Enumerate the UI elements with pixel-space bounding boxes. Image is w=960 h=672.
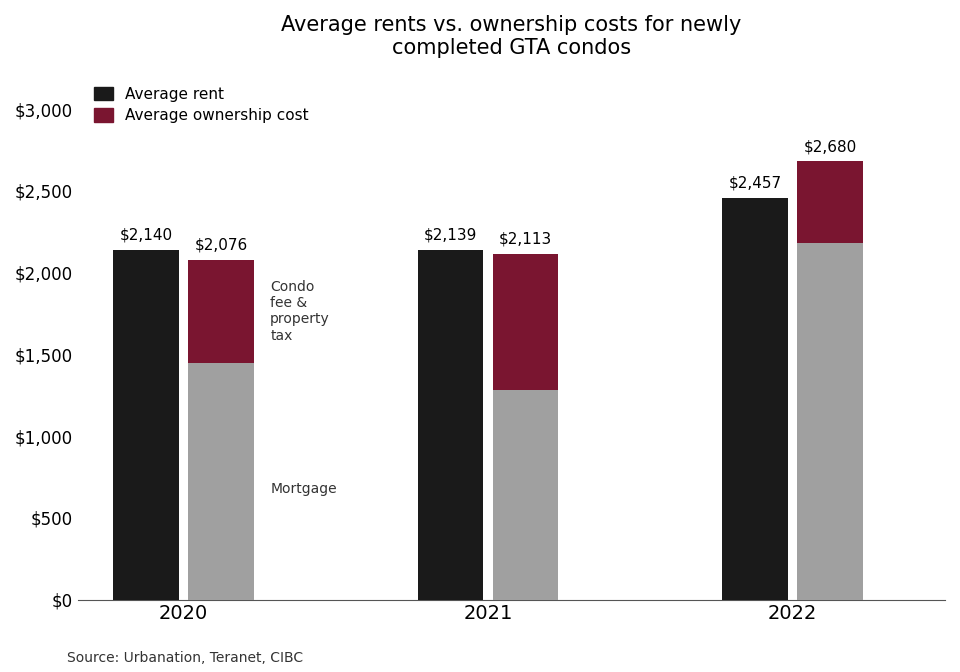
Text: Condo
fee &
property
tax: Condo fee & property tax [270,280,330,343]
Bar [113,250,179,599]
Bar [798,243,863,599]
Bar [722,198,788,599]
Bar [418,250,484,599]
Text: $2,139: $2,139 [424,228,477,243]
Text: $2,680: $2,680 [804,139,857,154]
Legend: Average rent, Average ownership cost: Average rent, Average ownership cost [94,87,308,123]
Text: $2,457: $2,457 [729,175,781,191]
Bar [492,390,559,599]
Title: Average rents vs. ownership costs for newly
completed GTA condos: Average rents vs. ownership costs for ne… [281,15,742,58]
Text: $2,140: $2,140 [119,227,173,243]
Bar [188,260,253,362]
Text: $2,076: $2,076 [194,238,248,253]
Bar [492,254,559,390]
Bar [798,161,863,243]
Bar [188,362,253,599]
Text: Mortgage: Mortgage [270,482,337,496]
Text: $2,113: $2,113 [499,232,552,247]
Text: Source: Urbanation, Teranet, CIBC: Source: Urbanation, Teranet, CIBC [67,651,303,665]
